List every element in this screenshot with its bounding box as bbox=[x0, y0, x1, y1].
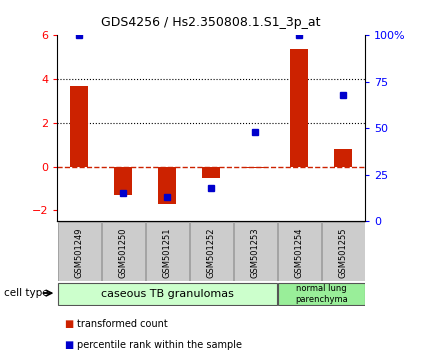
Bar bbox=[102, 222, 145, 281]
Text: caseous TB granulomas: caseous TB granulomas bbox=[101, 289, 234, 299]
Text: GSM501250: GSM501250 bbox=[119, 227, 128, 278]
Bar bbox=[70, 86, 88, 167]
Text: GSM501254: GSM501254 bbox=[295, 227, 304, 278]
Text: GSM501255: GSM501255 bbox=[339, 227, 348, 278]
Text: GSM501249: GSM501249 bbox=[75, 227, 84, 278]
Bar bbox=[58, 222, 101, 281]
Text: normal lung
parenchyma: normal lung parenchyma bbox=[295, 284, 348, 303]
Bar bbox=[158, 167, 176, 204]
Bar bbox=[202, 167, 220, 177]
Bar bbox=[278, 282, 365, 305]
Bar bbox=[322, 222, 365, 281]
Bar bbox=[234, 222, 277, 281]
Bar bbox=[278, 222, 321, 281]
Bar bbox=[290, 48, 308, 167]
Bar bbox=[246, 167, 264, 168]
Text: percentile rank within the sample: percentile rank within the sample bbox=[77, 340, 242, 350]
Text: GSM501252: GSM501252 bbox=[207, 227, 216, 278]
Bar bbox=[334, 149, 352, 167]
Text: GSM501251: GSM501251 bbox=[163, 227, 172, 278]
Text: ■: ■ bbox=[64, 319, 73, 329]
Text: GSM501253: GSM501253 bbox=[251, 227, 260, 278]
Text: cell type: cell type bbox=[4, 288, 49, 298]
Bar bbox=[114, 167, 132, 195]
Text: transformed count: transformed count bbox=[77, 319, 168, 329]
Text: GDS4256 / Hs2.350808.1.S1_3p_at: GDS4256 / Hs2.350808.1.S1_3p_at bbox=[102, 16, 321, 29]
Text: ■: ■ bbox=[64, 340, 73, 350]
Bar bbox=[190, 222, 233, 281]
Bar bbox=[146, 222, 189, 281]
Bar bbox=[58, 282, 277, 305]
